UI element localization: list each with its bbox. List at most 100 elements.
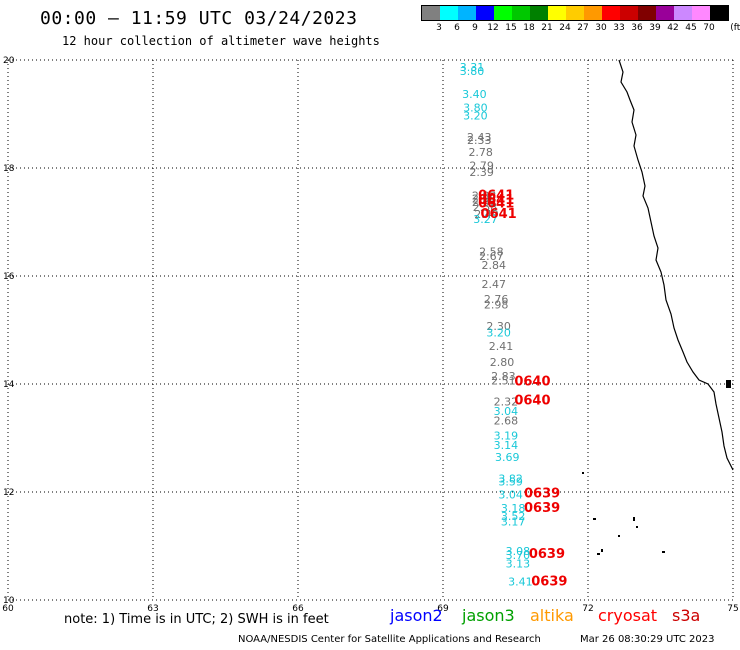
pass-time-label: 0641 [480, 207, 516, 222]
pass-time-label: 0639 [524, 501, 560, 516]
satellite-name-s3a: s3a [672, 606, 701, 625]
color-swatch [548, 6, 566, 20]
pass-time-label: 0641 [478, 196, 514, 211]
latitude-tick-label: 18 [3, 164, 15, 174]
swh-value: 2.47 [482, 278, 507, 291]
swh-value: 2.76 [484, 293, 509, 306]
pass-time-label: 0639 [529, 547, 565, 562]
swh-value: 3.04 [498, 488, 523, 501]
swh-value: 2.79 [469, 160, 494, 173]
swh-value: 3.08 [506, 545, 531, 558]
swh-value: 3.20 [463, 109, 488, 122]
swh-value: 3.19 [494, 430, 519, 443]
pass-time-label: 0640 [514, 394, 550, 409]
color-scale-label: 33 [613, 23, 625, 33]
color-swatch [656, 6, 674, 20]
color-scale-label: 70 [703, 23, 715, 33]
latitude-tick-label: 12 [3, 488, 14, 498]
color-scale-label: 27 [577, 23, 589, 33]
color-swatch [440, 6, 458, 20]
latitude-tick-label: 10 [3, 596, 15, 606]
swh-value: 3.82 [498, 472, 523, 485]
swh-value: 2.83 [491, 370, 516, 383]
color-scale-label: 36 [631, 23, 643, 33]
satellite-name-jason3: jason3 [462, 606, 515, 625]
swh-value: 2.98 [472, 193, 497, 206]
color-swatch [512, 6, 530, 20]
lat-lon-grid [7, 59, 734, 601]
longitude-tick-label: 60 [2, 604, 14, 614]
map-subtitle: 12 hour collection of altimeter wave hei… [62, 34, 380, 48]
satellite-name-altika: altika [530, 606, 574, 625]
color-swatch [476, 6, 494, 20]
swh-value: 3.70 [506, 549, 531, 562]
color-scale-label: 3 [436, 23, 442, 33]
color-swatch [638, 6, 656, 20]
swh-value: 2.67 [479, 250, 504, 263]
swh-value-labels: 3.313.803.403.803.202.432.332.782.792.39… [460, 61, 533, 589]
swh-value: 3.80 [460, 65, 485, 78]
small-islands [582, 380, 731, 555]
color-scale-label: 42 [667, 23, 679, 33]
satellite-name-cryosat: cryosat [598, 606, 658, 625]
swh-value: 3.52 [501, 510, 526, 523]
color-swatch [458, 6, 476, 20]
swh-value: 3.13 [506, 558, 531, 571]
map-title: 00:00 – 11:59 UTC 03/24/2023 [40, 8, 358, 29]
swh-value: 2.84 [482, 259, 507, 272]
pass-time-label: 0641 [478, 188, 514, 203]
latitude-tick-label: 16 [3, 272, 15, 282]
color-swatch [584, 6, 602, 20]
color-scale-label: 24 [559, 23, 571, 33]
swh-value: 3.04 [494, 405, 519, 418]
color-swatch [566, 6, 584, 20]
footer-note: note: 1) Time is in UTC; 2) SWH is in fe… [64, 612, 329, 627]
swh-value: 2.30 [486, 320, 511, 333]
swh-value: 2.43 [467, 131, 492, 144]
swh-value: 2.51 [491, 375, 516, 388]
color-swatch [674, 6, 692, 20]
axis-tick-labels: 60 63 66 69 72 75 10 12 14 16 18 20 [2, 56, 738, 614]
swh-value: 3.20 [486, 326, 511, 339]
pass-time-label: 0639 [531, 574, 567, 589]
color-swatch [710, 6, 728, 20]
generation-timestamp: Mar 26 08:30:29 UTC 2023 [580, 634, 715, 645]
color-scale-label: 12 [487, 23, 499, 33]
color-scale-unit: (ft) [730, 23, 740, 33]
latitude-tick-label: 14 [3, 380, 15, 390]
color-swatch [692, 6, 710, 20]
swh-value: 3.59 [498, 476, 523, 489]
color-scale-label: 21 [541, 23, 553, 33]
longitude-tick-label: 72 [582, 604, 593, 614]
pass-time-label: 0641 [478, 193, 514, 208]
swh-value: 3.18 [501, 502, 526, 515]
swh-value: 2.39 [469, 166, 494, 179]
swh-value: 2.32 [494, 396, 519, 409]
color-swatch [422, 6, 440, 20]
color-swatch [530, 6, 548, 20]
longitude-tick-label: 75 [727, 604, 738, 614]
swh-value: 3.14 [494, 439, 519, 452]
longitude-tick-label: 69 [437, 604, 449, 614]
swh-value: 2.33 [467, 134, 492, 147]
swh-value: 2.41 [489, 340, 514, 353]
swh-value: 2.78 [468, 146, 493, 159]
coastline [618, 59, 734, 471]
pass-time-label: 0640 [514, 375, 550, 390]
color-scale-label: 9 [472, 23, 478, 33]
swh-value: 2.58 [473, 201, 498, 214]
swh-value: 3.40 [462, 88, 487, 101]
color-scale-label: 18 [523, 23, 535, 33]
credit-text: NOAA/NESDIS Center for Satellite Applica… [238, 634, 541, 645]
swh-value: 3.31 [460, 61, 485, 74]
color-swatch [494, 6, 512, 20]
swh-value: 3.17 [501, 515, 526, 528]
latitude-tick-label: 20 [3, 56, 15, 66]
color-scale-label: 45 [685, 23, 697, 33]
swh-value: 3.69 [495, 451, 520, 464]
color-scale-label: 6 [454, 23, 460, 33]
swh-value: 3.80 [463, 101, 488, 114]
